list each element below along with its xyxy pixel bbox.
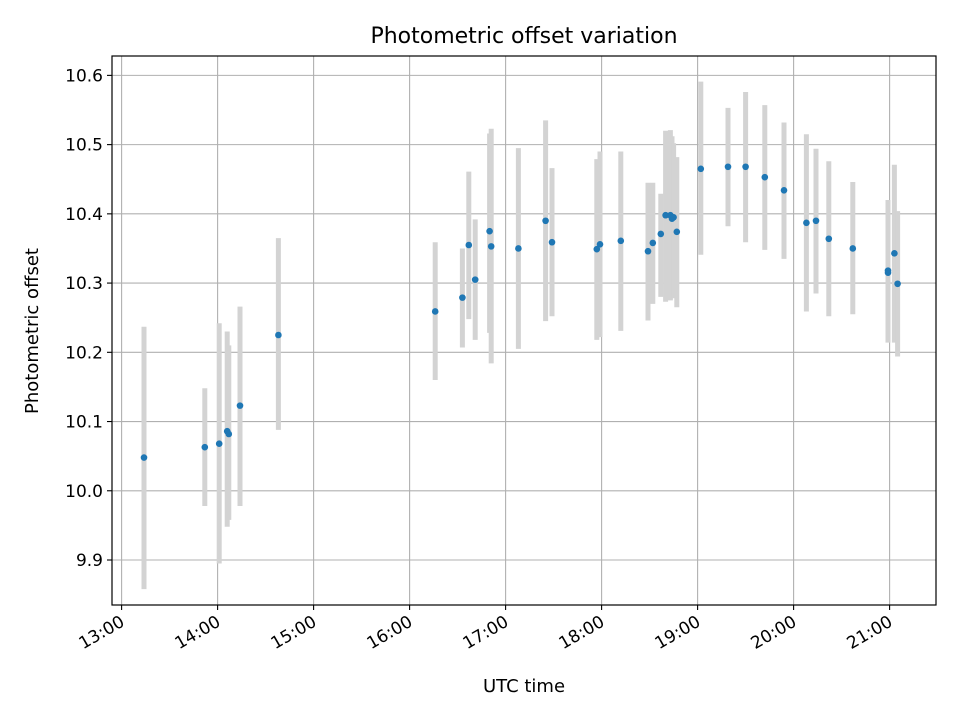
data-point xyxy=(761,173,769,181)
data-point xyxy=(662,211,669,219)
data-point xyxy=(657,230,665,238)
y-tick-label: 10.0 xyxy=(65,482,103,502)
data-point xyxy=(884,269,892,276)
data-point xyxy=(891,250,898,257)
data-point xyxy=(215,440,223,447)
plot-frame xyxy=(111,55,937,606)
data-point xyxy=(849,245,857,252)
data-point xyxy=(140,454,148,461)
data-point xyxy=(617,237,625,245)
data-point xyxy=(471,276,479,283)
data-point xyxy=(201,443,209,451)
y-tick-label: 10.1 xyxy=(65,413,103,433)
y-tick-label: 10.3 xyxy=(65,274,103,294)
y-tick-label: 10.6 xyxy=(65,66,103,86)
data-point xyxy=(724,163,732,171)
x-axis-label: UTC time xyxy=(483,676,565,697)
chart-title: Photometric offset variation xyxy=(370,24,677,49)
data-point xyxy=(644,247,652,255)
data-points xyxy=(140,163,901,461)
data-point xyxy=(673,228,681,236)
data-point xyxy=(236,402,244,409)
grid-lines xyxy=(112,56,936,605)
data-point xyxy=(486,227,493,235)
data-point xyxy=(431,308,439,315)
y-axis-label: Photometric offset xyxy=(22,248,43,414)
data-point xyxy=(780,187,788,194)
data-point xyxy=(649,239,657,247)
data-point xyxy=(465,241,473,249)
data-point xyxy=(697,165,705,173)
data-point xyxy=(548,238,556,246)
data-point xyxy=(593,245,601,253)
data-point xyxy=(542,217,549,225)
data-point xyxy=(894,280,901,288)
data-point xyxy=(803,219,810,227)
data-point xyxy=(825,235,833,243)
y-tick-label: 10.2 xyxy=(65,343,103,363)
y-tick-label: 9.9 xyxy=(76,551,103,571)
data-point xyxy=(225,430,233,438)
y-tick-label: 10.4 xyxy=(65,205,103,225)
data-point xyxy=(487,243,495,250)
data-point xyxy=(515,245,522,252)
data-point xyxy=(596,241,604,248)
y-tick-label: 10.5 xyxy=(65,136,103,156)
data-point xyxy=(742,163,749,171)
data-point xyxy=(812,217,820,225)
data-point xyxy=(275,331,282,339)
data-point xyxy=(459,294,466,301)
data-point xyxy=(670,214,677,221)
